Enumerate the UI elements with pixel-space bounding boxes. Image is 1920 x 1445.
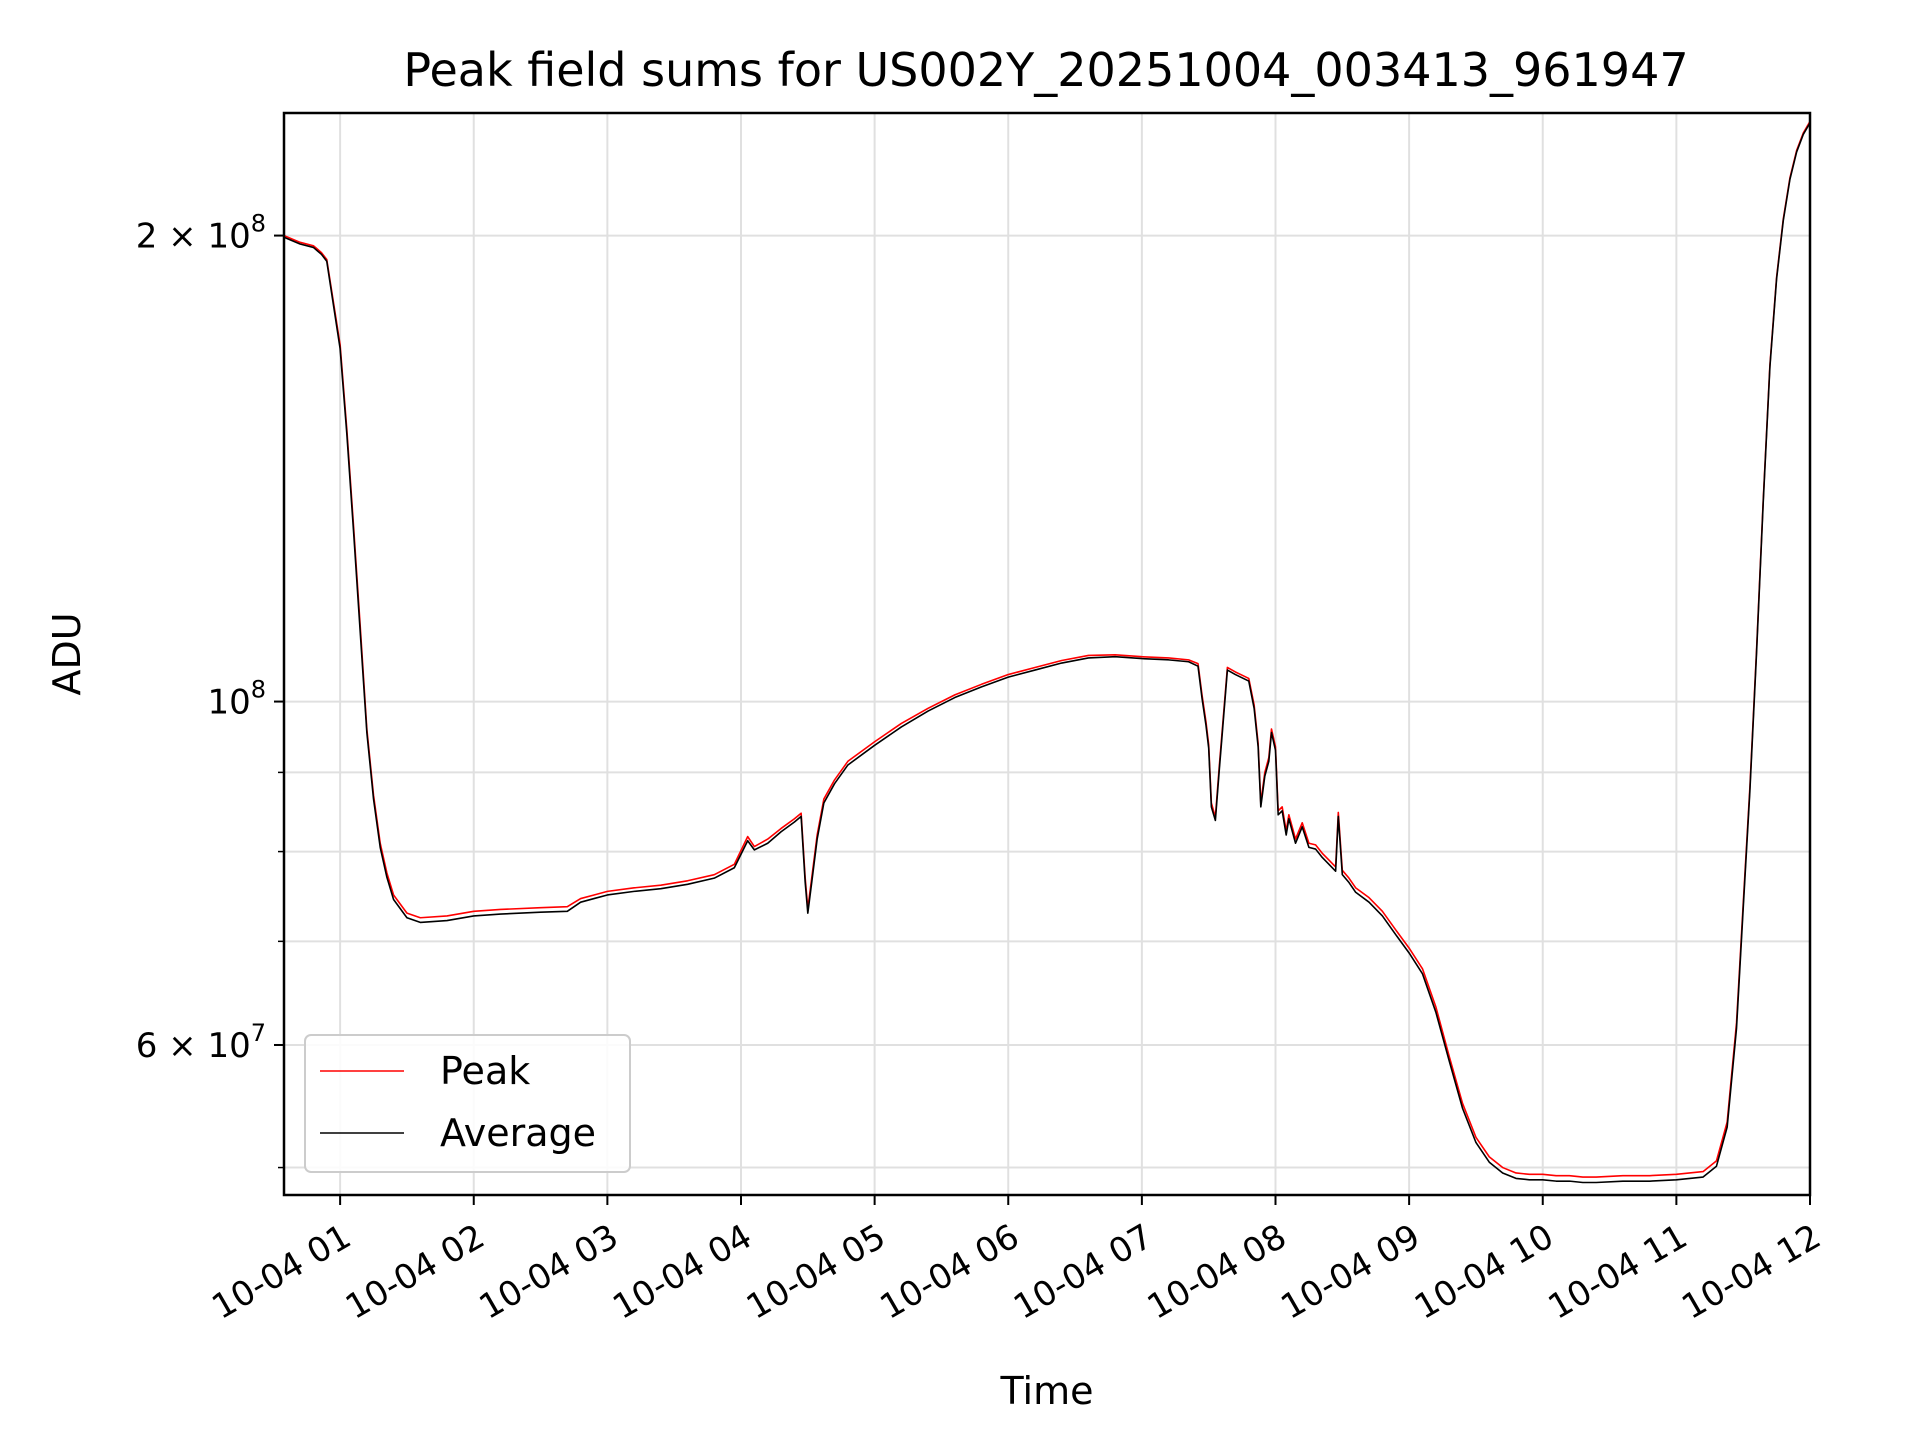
y-tick-base: 2 × 10 — [136, 217, 251, 257]
chart-title: Peak field sums for US002Y_20251004_0034… — [403, 43, 1688, 97]
y-tick-exponent: 8 — [251, 676, 266, 704]
y-tick-label: 108 — [207, 676, 266, 723]
y-axis-label: ADU — [45, 612, 89, 695]
y-tick-label: 2 × 108 — [136, 210, 266, 257]
legend-peak-label: Peak — [440, 1049, 530, 1093]
y-tick-label: 6 × 107 — [136, 1019, 266, 1066]
y-tick-exponent: 8 — [251, 210, 266, 238]
x-axis-label: Time — [1000, 1369, 1094, 1413]
y-tick-exponent: 7 — [251, 1019, 266, 1047]
y-tick-base: 6 × 10 — [136, 1026, 251, 1066]
series-line-average — [284, 122, 1810, 1184]
legend-box — [304, 1034, 631, 1173]
plot-frame — [282, 111, 1812, 1197]
legend-average-label: Average — [440, 1111, 596, 1155]
legend: Peak Average — [304, 1034, 631, 1173]
y-tick-base: 10 — [207, 683, 250, 723]
series-layer — [284, 121, 1810, 1184]
